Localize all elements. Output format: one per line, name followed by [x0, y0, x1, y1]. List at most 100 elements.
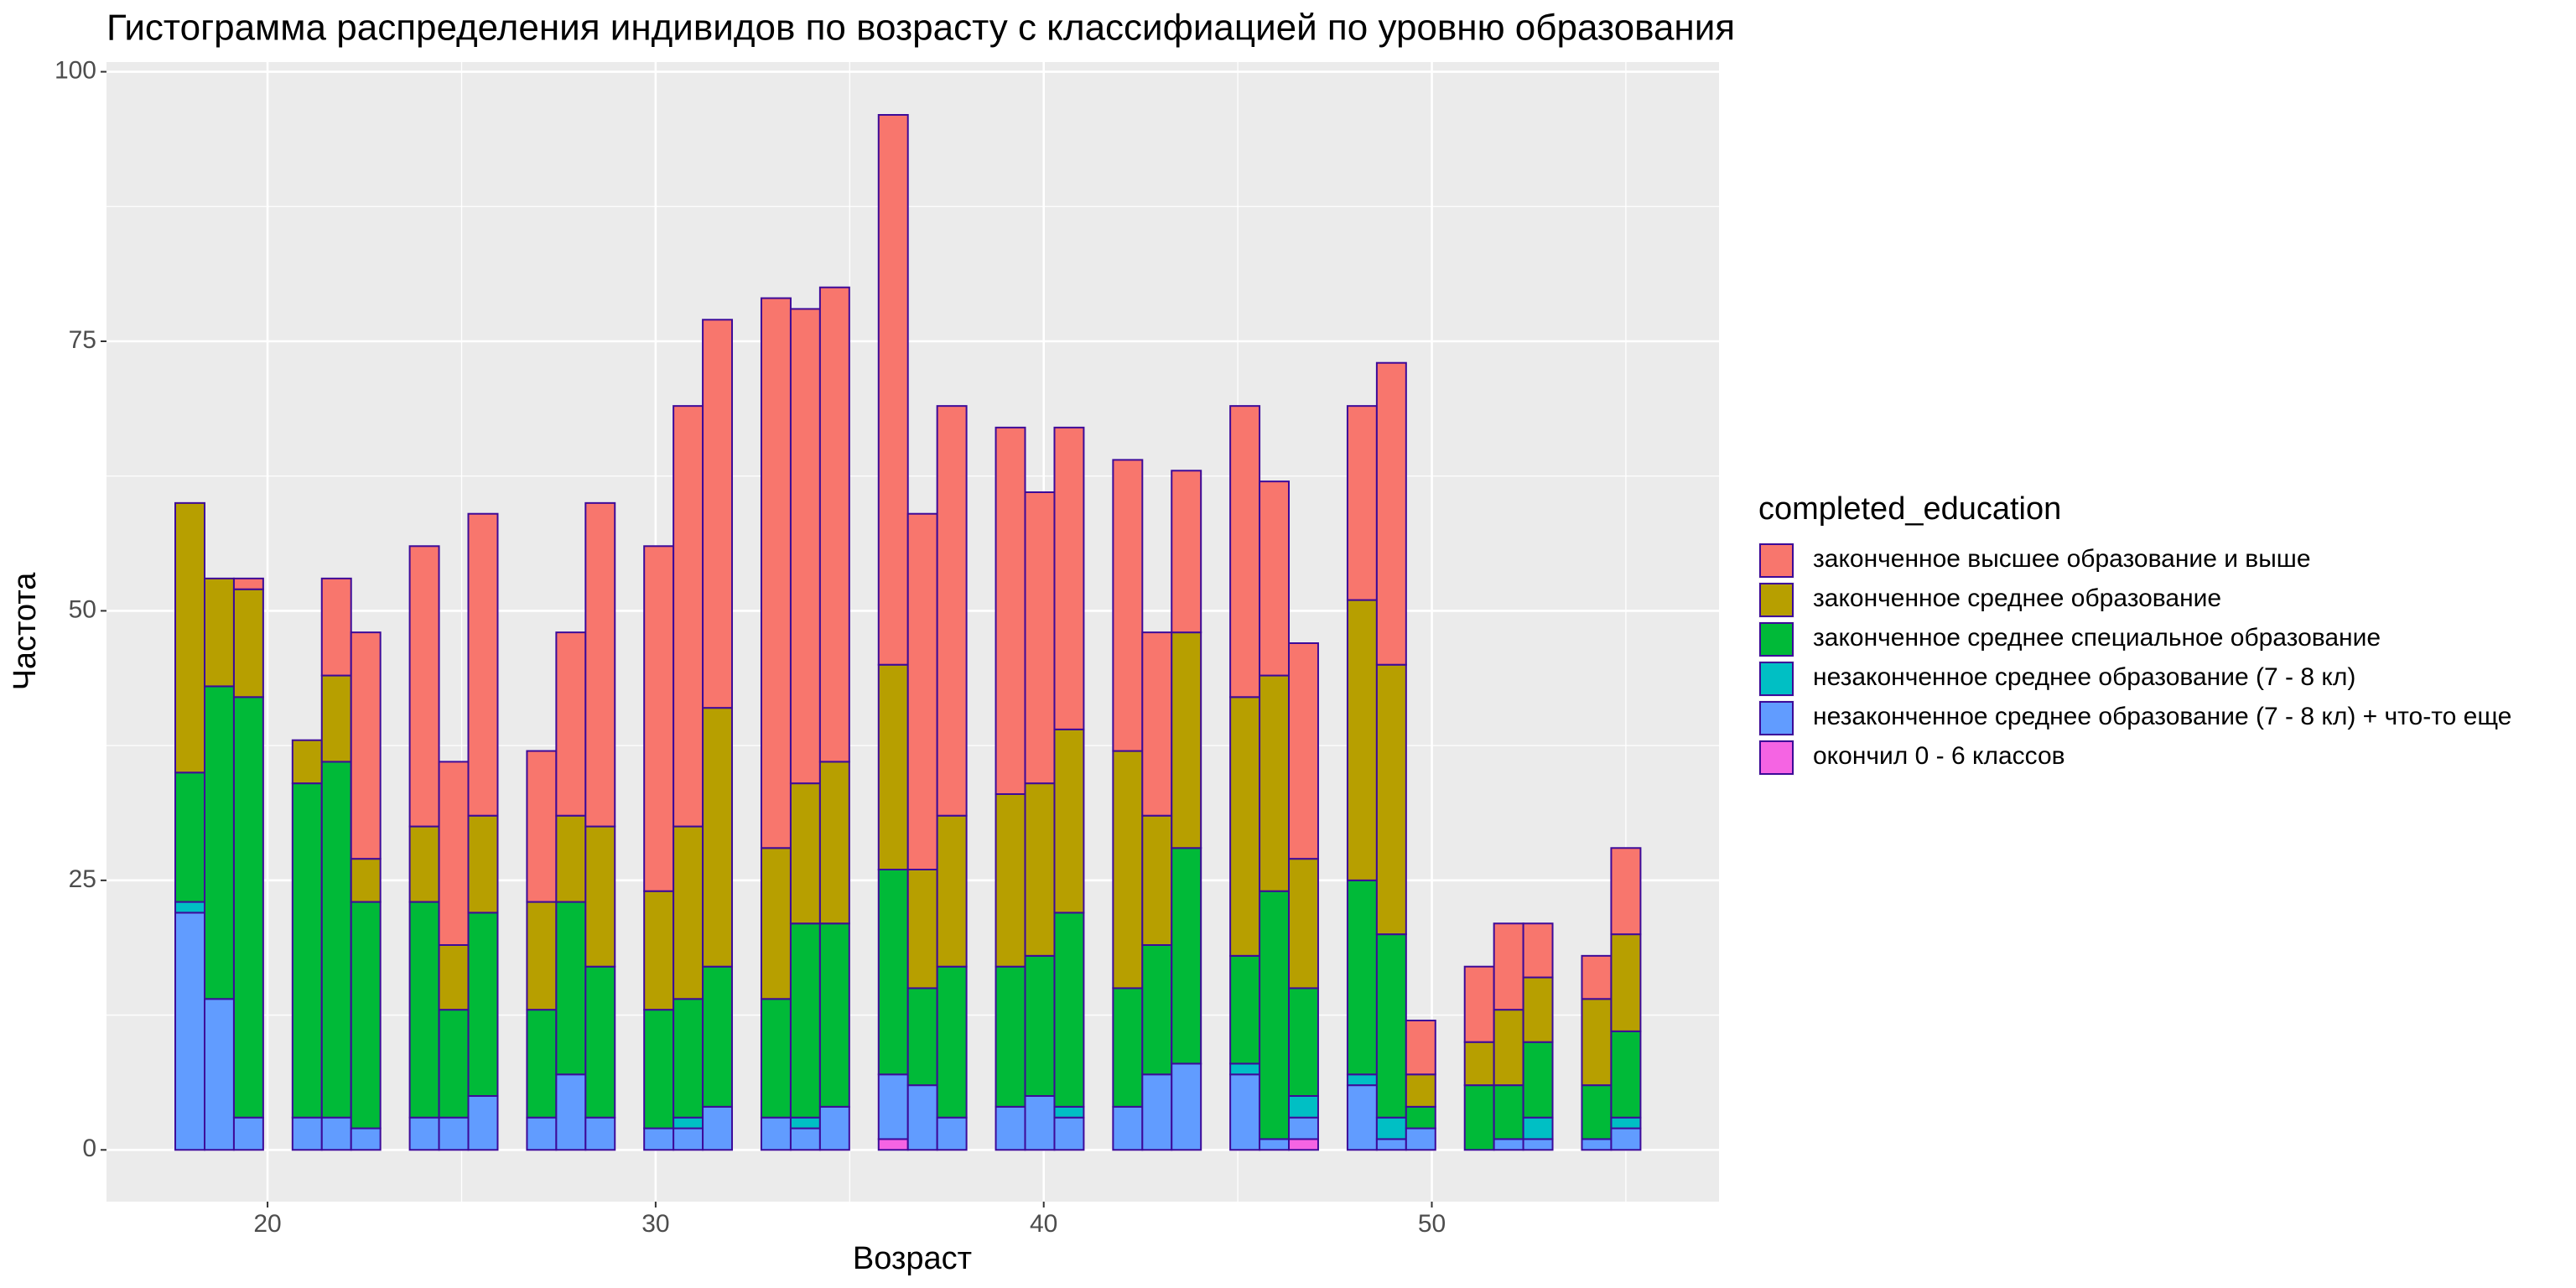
- bar-segment: [1259, 1138, 1291, 1151]
- bar-segment: [936, 965, 968, 1119]
- bar-segment: [1610, 1127, 1642, 1151]
- bar-segment: [1522, 1138, 1554, 1151]
- bar-segment: [1259, 890, 1291, 1140]
- bar-segment: [555, 631, 587, 817]
- bar-segment: [877, 114, 909, 666]
- bar-segment: [936, 405, 968, 817]
- bar-segment: [818, 922, 850, 1108]
- legend-label: законченное среднее образование: [1813, 584, 2221, 612]
- bar-segment: [877, 1073, 909, 1140]
- bar-segment: [1493, 1009, 1524, 1087]
- bar-segment: [1171, 847, 1202, 1065]
- bar-segment: [673, 998, 704, 1119]
- bar-segment: [1493, 1138, 1524, 1151]
- bar-segment: [350, 631, 382, 860]
- bar-segment: [584, 965, 616, 1119]
- bar-segment: [1288, 1116, 1319, 1140]
- legend-swatch: [1759, 583, 1794, 617]
- legend-label: окончил 0 - 6 классов: [1813, 742, 2065, 770]
- legend-swatch: [1759, 701, 1794, 735]
- bar-segment: [936, 814, 968, 968]
- bar-segment: [1053, 728, 1085, 914]
- bar-segment: [760, 847, 792, 1000]
- bar-segment: [1259, 480, 1291, 677]
- bar-segment: [1229, 1062, 1261, 1076]
- y-tick-label: 75: [69, 326, 96, 354]
- bar-segment: [232, 1116, 264, 1151]
- bar-segment: [1405, 1105, 1436, 1130]
- bar-segment: [643, 1127, 675, 1151]
- bar-segment: [1375, 933, 1407, 1119]
- bar-segment: [438, 944, 470, 1011]
- bar-segment: [1581, 998, 1613, 1087]
- bar-segment: [1405, 1020, 1436, 1076]
- bar-segment: [526, 1116, 558, 1151]
- bar-segment: [1112, 987, 1144, 1108]
- bar-segment: [995, 793, 1026, 968]
- bar-segment: [1581, 1084, 1613, 1140]
- bar-segment: [995, 1105, 1026, 1151]
- legend-swatch: [1759, 740, 1794, 775]
- bar-segment: [584, 1116, 616, 1151]
- bar-segment: [526, 901, 558, 1011]
- bar-segment: [350, 1127, 382, 1151]
- bar-segment: [643, 1009, 675, 1130]
- bar-segment: [291, 1116, 323, 1151]
- bar-segment: [1141, 631, 1173, 817]
- bar-segment: [877, 663, 909, 871]
- y-tick-label: 0: [82, 1135, 96, 1162]
- bar-segment: [1375, 361, 1407, 666]
- bar-segment: [906, 869, 938, 989]
- bar-segment: [1229, 696, 1261, 957]
- bar-segment: [1346, 405, 1378, 601]
- x-axis-label: Возраст: [853, 1241, 972, 1276]
- bar-segment: [1024, 1095, 1056, 1151]
- bar-segment: [760, 1116, 792, 1151]
- bar-segment: [1581, 1138, 1613, 1151]
- bar-segment: [555, 1073, 587, 1151]
- bar-segment: [174, 771, 205, 903]
- bar-segment: [906, 512, 938, 870]
- bar-segment: [906, 987, 938, 1087]
- legend-label: законченное высшее образование и выше: [1813, 545, 2311, 573]
- bar-segment: [320, 1116, 352, 1151]
- x-tick-label: 50: [1418, 1210, 1446, 1238]
- bar-segment: [232, 577, 264, 590]
- bar-segment: [174, 501, 205, 774]
- x-tick-label: 30: [641, 1210, 669, 1238]
- legend-label: незаконченное среднее образование (7 - 8…: [1813, 663, 2355, 691]
- bar-segment: [702, 965, 734, 1108]
- bar-segment: [1053, 911, 1085, 1108]
- bar-segment: [1610, 1030, 1642, 1119]
- bar-segment: [320, 577, 352, 677]
- bar-segment: [232, 696, 264, 1119]
- bar-segment: [1112, 1105, 1144, 1151]
- bar-segment: [906, 1084, 938, 1151]
- bar-segment: [877, 869, 909, 1076]
- bar-segment: [174, 901, 205, 914]
- bar-segment: [1229, 405, 1261, 699]
- y-axis-label: Частота: [8, 572, 43, 691]
- bar-segment: [291, 739, 323, 785]
- bar-segment: [203, 998, 235, 1151]
- bar-segment: [818, 761, 850, 925]
- bar-segment: [526, 1009, 558, 1119]
- bar-segment: [673, 1127, 704, 1151]
- bar-segment: [789, 308, 821, 785]
- bar-segment: [203, 685, 235, 1000]
- chart-title: Гистограмма распределения индивидов по в…: [106, 8, 1735, 49]
- bar-segment: [673, 405, 704, 828]
- bar-segment: [1581, 954, 1613, 1000]
- bar-segment: [643, 545, 675, 892]
- bar-segment: [702, 1105, 734, 1151]
- bar-segment: [1346, 599, 1378, 881]
- bar-segment: [702, 707, 734, 968]
- bar-segment: [467, 911, 499, 1098]
- bar-segment: [1288, 987, 1319, 1098]
- bar-segment: [1463, 1041, 1495, 1087]
- bar-segment: [1053, 1116, 1085, 1151]
- bar-segment: [555, 901, 587, 1076]
- bar-segment: [555, 814, 587, 903]
